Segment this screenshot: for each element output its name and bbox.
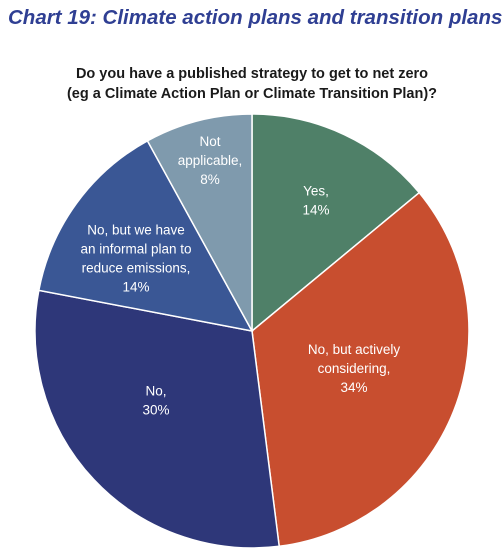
chart-question-line-1: Do you have a published strategy to get … (75, 66, 429, 82)
pie-slice-label-1: Yes, 14% (302, 184, 329, 218)
pie-labels: Yes, 14%No, but actively considering, 34%No… (80, 134, 400, 418)
pie-slice-label-line: No, (145, 384, 166, 399)
chart-question: Do you have a published strategy to get … (0, 64, 504, 104)
pie-slice-label-line: Yes, (303, 184, 329, 199)
pie-slice-label-line: 8% (200, 172, 220, 187)
pie-slice-label-line: Not (199, 134, 220, 149)
pie-slice-2 (251, 191, 470, 548)
pie-slice-label-line: 30% (142, 403, 169, 418)
chart-title: Chart 19: Climate action plans and trans… (8, 6, 503, 29)
pie-slice-label-line: 14% (122, 280, 149, 295)
pie-slice-label-line: 34% (340, 380, 367, 395)
pie-slice-label-line: No, but we have (87, 223, 185, 238)
pie-slice-label-line: reduce emissions, (82, 261, 191, 276)
pie-slice-label-line: an informal plan to (80, 242, 191, 257)
pie-slice-1 (251, 113, 421, 333)
pie-slice-label-3: No, 30% (142, 384, 169, 418)
pie-slice-4 (37, 139, 254, 333)
pie-slice-label-line: considering, (318, 361, 391, 376)
pie-slice-label-line: applicable, (178, 153, 243, 168)
pie-slices (34, 113, 470, 549)
pie-slice-label-line: 14% (302, 203, 329, 218)
chart-question-line-2: (eg a Climate Action Plan or Climate Tra… (66, 86, 438, 102)
pie-slice-3 (34, 289, 281, 549)
pie-slice-label-line: No, but actively (308, 342, 401, 357)
pie-slice-label-4: No, but we have an informal plan to reduce… (80, 223, 191, 295)
pie-slice-label-2: No, but actively considering, 34% (308, 342, 401, 395)
pie-slice-5 (146, 113, 253, 332)
pie-slice-label-5: Not applicable, 8% (178, 134, 243, 187)
